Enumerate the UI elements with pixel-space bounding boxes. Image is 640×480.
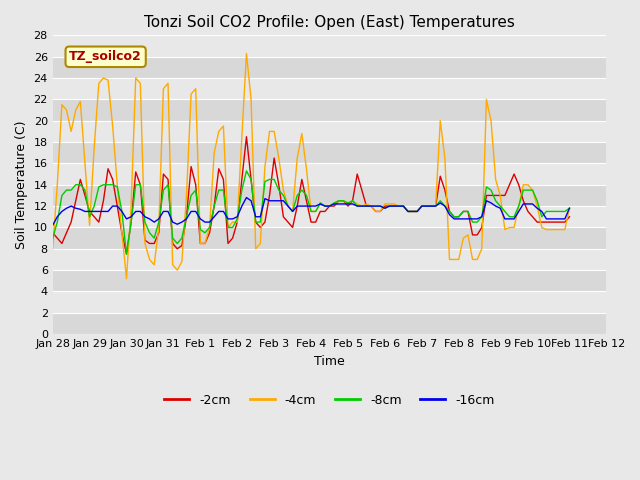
- Bar: [52, 163, 606, 185]
- Bar: [52, 249, 606, 270]
- Title: Tonzi Soil CO2 Profile: Open (East) Temperatures: Tonzi Soil CO2 Profile: Open (East) Temp…: [144, 15, 515, 30]
- Bar: [52, 78, 606, 99]
- Bar: [52, 291, 606, 313]
- Bar: [52, 99, 606, 120]
- Y-axis label: Soil Temperature (C): Soil Temperature (C): [15, 120, 28, 249]
- Bar: [52, 36, 606, 57]
- Bar: [52, 185, 606, 206]
- Text: TZ_soilco2: TZ_soilco2: [69, 50, 142, 63]
- Bar: [52, 120, 606, 142]
- Bar: [52, 57, 606, 78]
- Bar: [52, 206, 606, 228]
- X-axis label: Time: Time: [314, 355, 345, 368]
- Bar: [52, 142, 606, 163]
- Bar: [52, 313, 606, 334]
- Bar: [52, 228, 606, 249]
- Bar: [52, 270, 606, 291]
- Legend: -2cm, -4cm, -8cm, -16cm: -2cm, -4cm, -8cm, -16cm: [159, 389, 500, 411]
